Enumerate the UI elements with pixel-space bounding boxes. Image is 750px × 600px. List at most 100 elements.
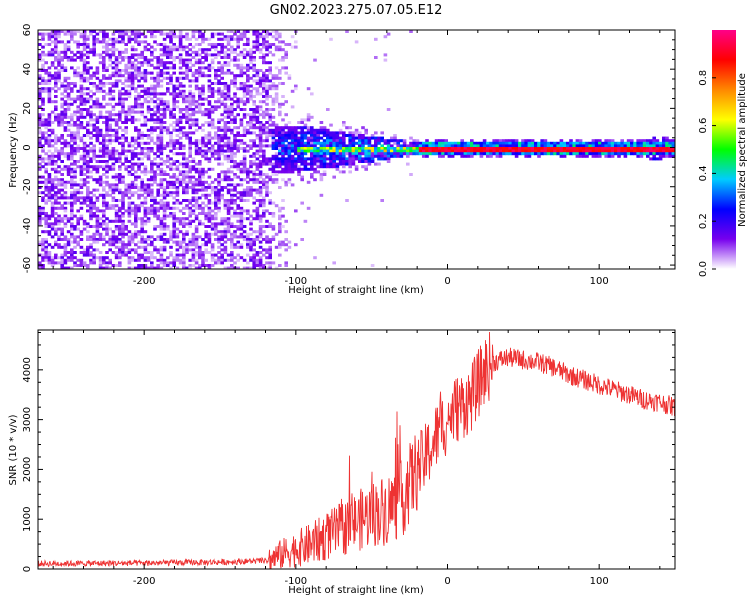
spectrogram-cell <box>201 170 205 174</box>
spectrogram-cell <box>214 193 218 197</box>
spectrogram-cell <box>242 126 247 130</box>
spectrogram-cell <box>111 183 116 187</box>
spectrogram-cell <box>527 147 532 150</box>
spectrogram-cell <box>111 147 116 150</box>
spectrogram-cell <box>175 79 180 83</box>
spectrogram-cell <box>172 162 176 166</box>
spectrogram-cell <box>156 251 160 254</box>
spectrogram-cell <box>326 152 330 156</box>
spectrogram-cell <box>207 219 212 223</box>
spectrogram-cell <box>159 139 164 143</box>
spectrogram-cell <box>41 58 45 62</box>
spectrogram-cell <box>89 214 93 218</box>
spectrogram-cell <box>92 238 96 241</box>
spectrogram-cell <box>329 37 333 41</box>
spectrogram-cell <box>262 154 266 158</box>
spectrogram-cell <box>76 30 80 33</box>
spectrogram-cell <box>406 152 410 156</box>
spectrogram-cell <box>425 141 429 145</box>
spectrogram-cell <box>214 222 218 226</box>
spectrogram-cell <box>66 201 71 205</box>
spectrogram-cell <box>178 30 183 33</box>
spectrogram-cell <box>159 128 164 132</box>
spectrogram-cell <box>201 251 205 254</box>
spectrogram-cell <box>143 141 148 145</box>
spectrogram-cell <box>70 32 74 36</box>
spectrogram-cell <box>335 167 340 171</box>
spectrogram-cell <box>278 214 282 218</box>
spectrogram-cell <box>540 144 544 148</box>
spectrogram-cell <box>86 222 90 226</box>
spectrogram-cell <box>294 165 298 169</box>
spectrogram-cell <box>236 35 240 39</box>
spectrogram-cell <box>178 61 183 65</box>
spectrogram-cell <box>476 141 480 145</box>
spectrogram-cell <box>214 191 218 195</box>
spectrogram-cell <box>290 160 295 163</box>
spectrogram-cell <box>342 147 346 150</box>
spectrogram-cell <box>140 136 144 140</box>
spectrogram-cell <box>111 66 116 70</box>
spectrogram-cell <box>70 56 74 59</box>
spectrogram-cell <box>105 149 109 153</box>
spectrogram-cell <box>121 147 125 150</box>
spectrogram-cell <box>47 217 52 221</box>
spectrogram-cell <box>239 134 244 137</box>
spectrogram-cell <box>607 144 612 148</box>
spectrogram-cell <box>44 79 48 83</box>
spectrogram-cell <box>639 149 644 153</box>
spectrogram-cell <box>127 196 132 200</box>
spectrogram-cell <box>79 206 84 210</box>
spectrogram-cell <box>236 219 240 223</box>
spectrogram-cell <box>329 152 333 156</box>
spectrogram-cell <box>191 212 196 215</box>
spectrogram-cell <box>73 235 77 239</box>
spectrogram-cell <box>562 147 567 150</box>
spectrogram-cell <box>322 128 327 132</box>
spectrogram-cell <box>466 154 471 158</box>
spectrogram-cell <box>108 238 112 241</box>
spectrogram-cell <box>73 110 77 114</box>
spectrogram-cell <box>284 43 288 46</box>
spectrogram-cell <box>150 115 154 119</box>
spectrogram-cell <box>198 32 202 36</box>
spectrogram-cell <box>281 167 285 171</box>
spectrogram-cell <box>201 212 205 215</box>
spectrogram-cell <box>47 53 52 57</box>
spectrogram-cell <box>262 37 266 41</box>
spectrogram-cell <box>671 139 675 143</box>
spectrogram-cell <box>143 206 148 210</box>
spectrogram-cell <box>44 69 48 72</box>
spectrogram-cell <box>636 154 640 158</box>
spectrogram-cell <box>201 149 205 153</box>
spectrogram-cell <box>188 149 192 153</box>
spectrogram-cell <box>364 136 368 140</box>
spectrogram-cell <box>54 261 58 265</box>
spectrogram-cell <box>316 157 320 161</box>
spectrogram-cell <box>626 139 631 143</box>
spectrogram-cell <box>118 217 122 221</box>
spectrogram-cell <box>127 206 132 210</box>
spectrogram-cell <box>153 126 157 130</box>
spectrogram-cell <box>255 74 260 78</box>
spectrogram-cell <box>226 230 231 234</box>
spectrogram-cell <box>156 30 160 33</box>
spectrogram-cell <box>98 84 103 88</box>
spectrogram-cell <box>396 139 400 143</box>
spectrogram-cell <box>258 256 263 260</box>
spectrogram-cell <box>374 152 378 156</box>
spectrogram-cell <box>194 191 199 195</box>
spectrogram-cell <box>134 243 138 247</box>
spectrogram-cell <box>287 165 292 169</box>
spectrogram-cell <box>415 139 420 143</box>
spectrogram-cell <box>108 266 112 269</box>
spectrogram-cell <box>63 30 68 33</box>
spectrogram-cell <box>274 87 279 91</box>
spectrogram-cell <box>249 245 253 249</box>
spectrogram-cell <box>172 115 176 119</box>
spectrogram-cell <box>44 61 48 65</box>
spectrogram-cell <box>191 50 196 54</box>
spectrogram-cell <box>137 30 141 33</box>
spectrogram-cell <box>89 50 93 54</box>
spectrogram-cell <box>242 209 247 213</box>
